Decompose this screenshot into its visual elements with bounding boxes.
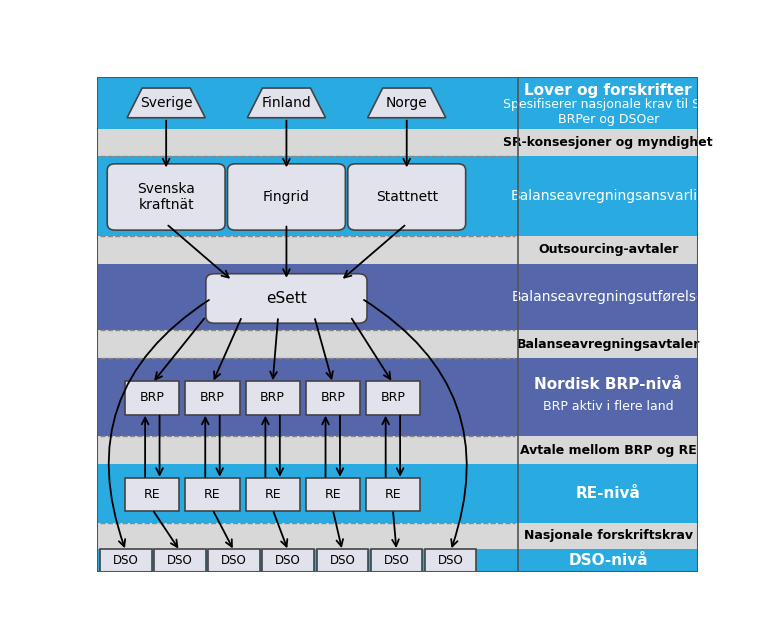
Text: RE: RE bbox=[144, 488, 161, 501]
FancyBboxPatch shape bbox=[245, 381, 300, 415]
FancyBboxPatch shape bbox=[306, 478, 360, 511]
Text: BRP: BRP bbox=[140, 392, 165, 404]
Bar bbox=[97, 129, 698, 156]
FancyBboxPatch shape bbox=[306, 381, 360, 415]
Text: Nordisk BRP-nivå: Nordisk BRP-nivå bbox=[534, 377, 682, 392]
Text: Outsourcing-avtaler: Outsourcing-avtaler bbox=[538, 244, 678, 257]
Text: RE-nivå: RE-nivå bbox=[576, 486, 641, 501]
Text: BRP: BRP bbox=[320, 392, 345, 404]
Text: BRP: BRP bbox=[260, 392, 285, 404]
Text: Norge: Norge bbox=[386, 96, 428, 110]
FancyBboxPatch shape bbox=[365, 381, 420, 415]
Text: Avtale mellom BRP og RE: Avtale mellom BRP og RE bbox=[520, 444, 697, 457]
Text: Fingrid: Fingrid bbox=[263, 190, 310, 204]
Text: RE: RE bbox=[324, 488, 341, 501]
Bar bbox=[97, 156, 698, 235]
Text: Finland: Finland bbox=[262, 96, 311, 110]
FancyBboxPatch shape bbox=[245, 478, 300, 511]
FancyBboxPatch shape bbox=[125, 478, 179, 511]
FancyBboxPatch shape bbox=[317, 549, 369, 572]
Polygon shape bbox=[368, 88, 445, 118]
Text: Nasjonale forskriftskrav: Nasjonale forskriftskrav bbox=[524, 529, 693, 542]
Bar bbox=[97, 464, 698, 523]
Text: BRP: BRP bbox=[380, 392, 405, 404]
Text: DSO: DSO bbox=[275, 554, 301, 567]
Text: DSO: DSO bbox=[330, 554, 355, 567]
Text: Balanseavregningsansvarlig: Balanseavregningsansvarlig bbox=[510, 189, 706, 203]
Text: Balanseavregningsavtaler: Balanseavregningsavtaler bbox=[517, 338, 700, 350]
Text: Balanseavregningsutførelse: Balanseavregningsutførelse bbox=[511, 290, 705, 304]
Text: RE: RE bbox=[385, 488, 401, 501]
Text: BRP: BRP bbox=[200, 392, 225, 404]
Bar bbox=[97, 436, 698, 464]
FancyBboxPatch shape bbox=[185, 381, 240, 415]
Bar bbox=[97, 235, 698, 264]
Text: DSO: DSO bbox=[221, 554, 247, 567]
Bar bbox=[97, 523, 698, 548]
FancyBboxPatch shape bbox=[227, 164, 345, 230]
Text: DSO: DSO bbox=[167, 554, 193, 567]
Text: DSO-nivå: DSO-nivå bbox=[568, 553, 648, 568]
FancyBboxPatch shape bbox=[107, 164, 225, 230]
Polygon shape bbox=[248, 88, 326, 118]
Polygon shape bbox=[127, 88, 205, 118]
Text: RE: RE bbox=[204, 488, 221, 501]
Text: Spesifiserer nasjonale krav til SR,
BRPer og DSOer: Spesifiserer nasjonale krav til SR, BRPe… bbox=[504, 98, 713, 126]
Text: eSett: eSett bbox=[266, 291, 307, 306]
FancyBboxPatch shape bbox=[154, 549, 206, 572]
Text: Lover og forskrifter: Lover og forskrifter bbox=[525, 84, 692, 98]
Text: Sverige: Sverige bbox=[140, 96, 192, 110]
FancyBboxPatch shape bbox=[348, 164, 466, 230]
FancyBboxPatch shape bbox=[208, 549, 260, 572]
Text: Stattnett: Stattnett bbox=[376, 190, 438, 204]
FancyBboxPatch shape bbox=[365, 478, 420, 511]
Text: BRP aktiv i flere land: BRP aktiv i flere land bbox=[543, 400, 674, 413]
Text: DSO: DSO bbox=[113, 554, 139, 567]
Bar bbox=[97, 548, 698, 572]
Text: DSO: DSO bbox=[438, 554, 463, 567]
FancyBboxPatch shape bbox=[100, 549, 152, 572]
Bar bbox=[97, 77, 698, 129]
Bar bbox=[97, 330, 698, 358]
FancyBboxPatch shape bbox=[125, 381, 179, 415]
Text: SR-konsesjoner og myndighet: SR-konsesjoner og myndighet bbox=[504, 136, 713, 149]
FancyBboxPatch shape bbox=[185, 478, 240, 511]
Text: DSO: DSO bbox=[383, 554, 410, 567]
FancyBboxPatch shape bbox=[424, 549, 476, 572]
Bar bbox=[97, 358, 698, 436]
FancyBboxPatch shape bbox=[262, 549, 314, 572]
Bar bbox=[97, 264, 698, 330]
FancyBboxPatch shape bbox=[371, 549, 422, 572]
Text: RE: RE bbox=[265, 488, 281, 501]
FancyBboxPatch shape bbox=[206, 274, 367, 323]
Text: Svenska
kraftnät: Svenska kraftnät bbox=[137, 182, 195, 212]
